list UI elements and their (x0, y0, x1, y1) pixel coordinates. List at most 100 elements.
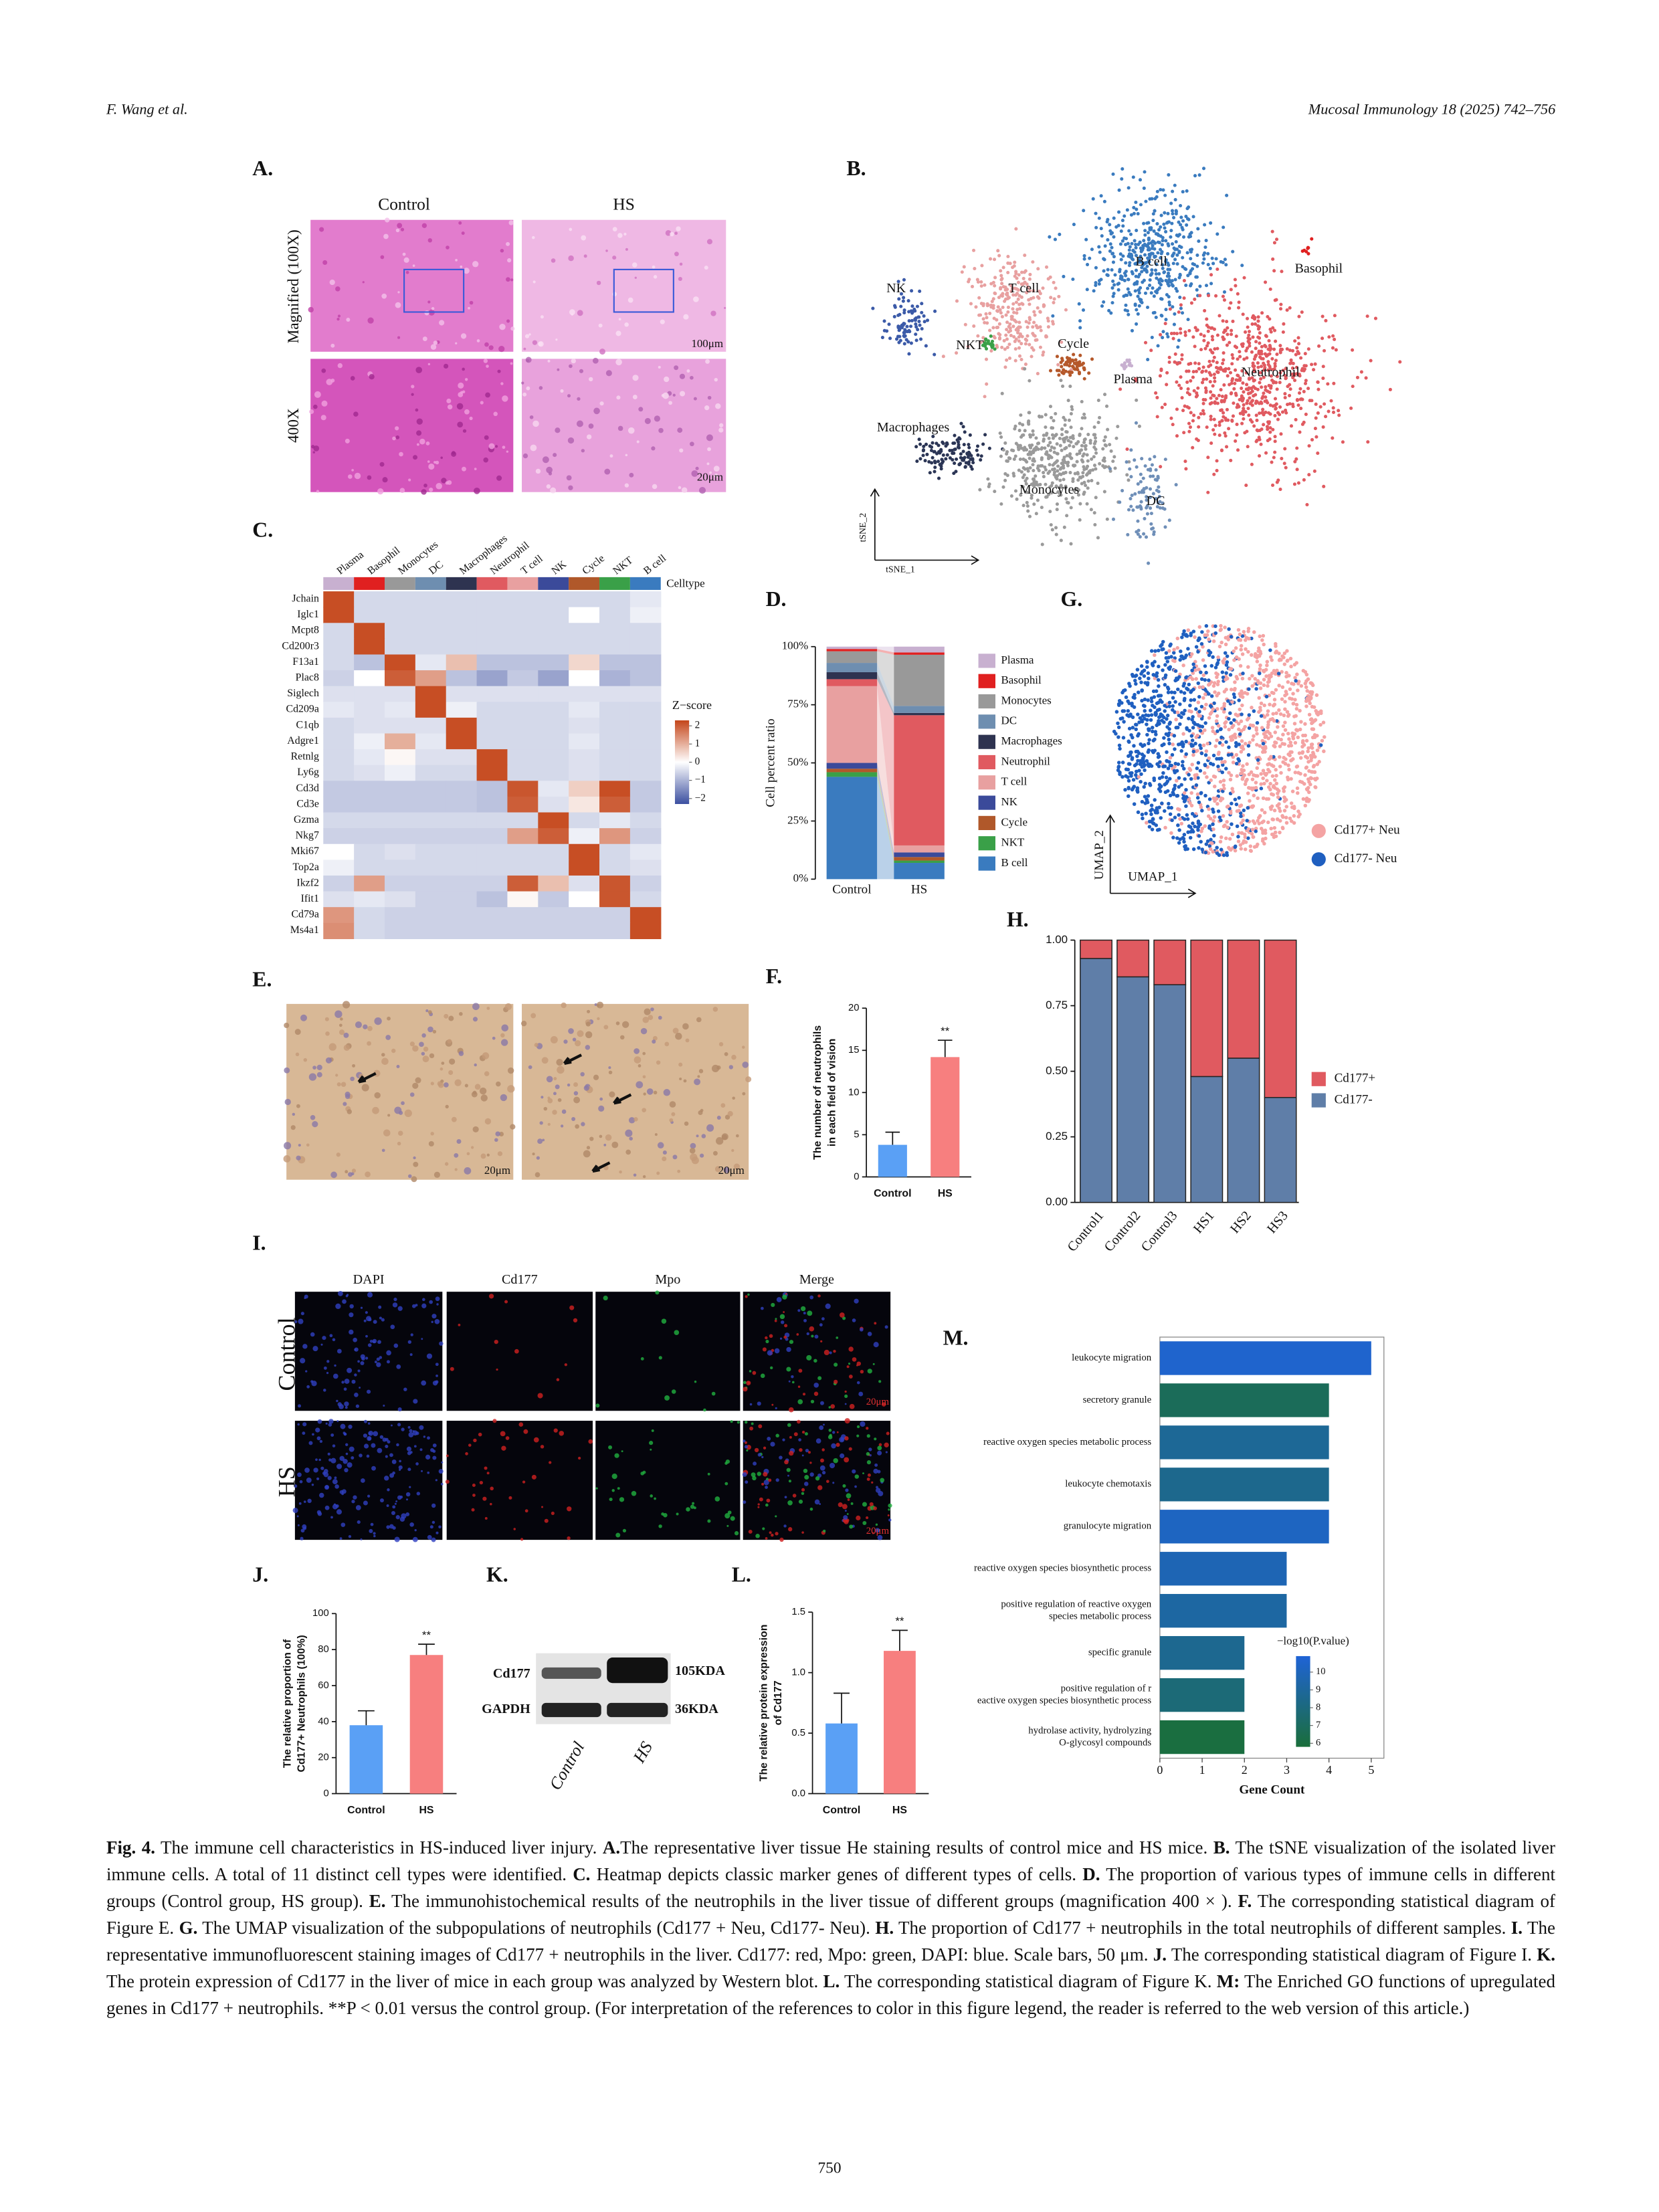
tsne-point (979, 302, 983, 306)
texture (424, 310, 429, 316)
umap-point (1298, 772, 1302, 776)
texture (335, 1074, 338, 1077)
tsne-point (1124, 303, 1128, 307)
tsne-point (1032, 459, 1036, 463)
tsne-point (1201, 377, 1205, 381)
texture (348, 1534, 352, 1538)
umap-point (1236, 839, 1241, 843)
tsne-point (1331, 346, 1335, 350)
tsne-point (1019, 342, 1023, 346)
texture (724, 1052, 728, 1056)
tsne-point (1244, 484, 1248, 488)
umap-point (1294, 714, 1298, 718)
tsne-point (1275, 387, 1279, 391)
texture (728, 1065, 733, 1070)
umap-point (1144, 811, 1148, 816)
umap-point (1223, 823, 1227, 827)
texture (844, 1403, 847, 1405)
tsne-point (997, 322, 1001, 326)
texture (306, 1478, 312, 1483)
tsne-point (1229, 288, 1233, 292)
tsne-point (975, 448, 979, 452)
tsne-point (915, 459, 919, 464)
texture (779, 1337, 783, 1340)
tsne-point (1231, 414, 1236, 418)
tsne-point (1137, 424, 1141, 428)
umap-point (1244, 638, 1248, 642)
texture (514, 1348, 519, 1354)
tsne-point (1000, 391, 1004, 395)
texture (693, 296, 699, 302)
texture (802, 1393, 806, 1396)
tsne-point (1026, 504, 1030, 508)
texture (369, 374, 375, 380)
texture (415, 367, 423, 373)
texture (458, 1323, 461, 1326)
tsne-point (1010, 317, 1014, 321)
texture (347, 1109, 352, 1114)
tsne-point (1131, 508, 1135, 512)
tsne-point (923, 459, 927, 463)
umap-point (1284, 805, 1288, 809)
tsne-point (1049, 415, 1054, 419)
tsne-point (1278, 348, 1282, 353)
tsne-point (1324, 318, 1328, 323)
texture (329, 279, 335, 286)
umap-point (1160, 642, 1164, 647)
umap-point (1239, 750, 1244, 754)
texture (323, 1389, 326, 1392)
tsne-point (1206, 341, 1210, 345)
arrow (613, 1093, 632, 1105)
umap-point (1246, 629, 1250, 633)
texture (486, 1153, 490, 1157)
tsne-point (1250, 386, 1254, 391)
tsne-point (1056, 469, 1060, 473)
tsne-point (1306, 245, 1310, 250)
texture (587, 1009, 591, 1013)
tsne-point (991, 297, 995, 301)
tsne-point (910, 304, 914, 308)
texture (304, 1468, 310, 1473)
texture (306, 1385, 310, 1389)
tsne-point (1138, 178, 1143, 182)
texture (302, 1344, 308, 1349)
umap-point (1157, 722, 1161, 726)
tsne-point (1017, 320, 1021, 324)
umap-point (1143, 708, 1147, 713)
tsne-point (1055, 442, 1059, 446)
tsne-point (1017, 447, 1021, 451)
umap-point (1252, 821, 1257, 825)
tsne-point (1123, 361, 1127, 365)
tsne-point (1170, 279, 1174, 283)
texture (316, 1436, 321, 1441)
tsne-point (1042, 433, 1046, 437)
tsne-point (1149, 474, 1153, 478)
texture (537, 1393, 543, 1399)
tsne-point (1048, 470, 1052, 474)
texture (658, 427, 664, 433)
umap-point (1260, 808, 1264, 812)
tsne-point (1273, 298, 1277, 302)
umap-point (1161, 639, 1165, 644)
texture (347, 1172, 353, 1177)
umap-point (1241, 672, 1245, 676)
texture (599, 1097, 603, 1101)
tsne-point (1173, 258, 1177, 262)
texture (817, 1294, 821, 1298)
tsne-point (1225, 445, 1229, 449)
tsne-point (1144, 268, 1148, 272)
umap-point (1142, 785, 1146, 789)
umap-point (1151, 729, 1155, 734)
umap-point (1299, 684, 1304, 688)
tsne-point (959, 452, 963, 456)
tsne-point (1023, 254, 1027, 258)
panel-label: M. (943, 1326, 969, 1350)
tsne-point (1240, 386, 1244, 391)
tsne-point (980, 264, 984, 268)
texture (694, 1381, 697, 1383)
tsne-point (1128, 261, 1132, 265)
texture (707, 447, 711, 451)
texture (760, 1373, 765, 1379)
tsne-point (1266, 360, 1270, 364)
tsne-point (987, 482, 991, 486)
